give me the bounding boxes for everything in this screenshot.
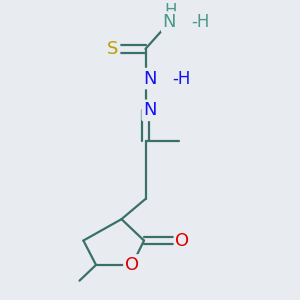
Text: O: O [125,256,139,274]
Text: N: N [143,101,157,119]
Text: N: N [163,13,176,31]
Text: O: O [176,232,190,250]
Text: -H: -H [172,70,190,88]
Text: -H: -H [191,13,209,31]
Text: S: S [107,40,118,58]
Text: H: H [165,2,177,20]
Text: N: N [143,70,157,88]
